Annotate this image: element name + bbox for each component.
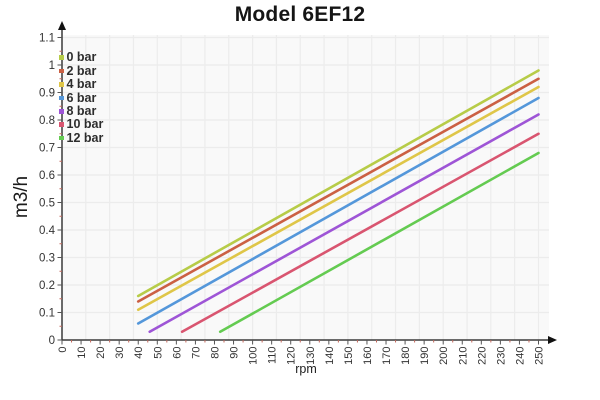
- x-tick-label: 40: [133, 347, 145, 359]
- series-line-2-bar: [136, 77, 540, 303]
- legend-swatch-icon: [59, 82, 64, 87]
- x-tick-label: 140: [324, 347, 336, 365]
- x-tick-label: 20: [95, 347, 107, 359]
- x-tick-label: 90: [229, 347, 241, 359]
- x-axis-title: rpm: [295, 362, 317, 376]
- y-axis-arrow-icon: [58, 21, 66, 30]
- legend-label: 6 bar: [66, 90, 97, 105]
- legend-swatch-icon: [59, 95, 64, 101]
- y-tick-label: 0.8: [39, 115, 55, 127]
- x-tick-label: 170: [381, 347, 393, 365]
- series-line-12-bar: [218, 151, 540, 334]
- x-tick-label: 120: [286, 347, 298, 365]
- legend-item: 6 bar: [59, 91, 103, 104]
- x-tick-label: 70: [190, 347, 202, 359]
- plot-area: [62, 35, 549, 340]
- chart-title: Model 6EF12: [234, 3, 366, 26]
- legend-item: 12 bar: [59, 131, 103, 144]
- x-tick-label: 210: [457, 347, 469, 365]
- y-tick-label: 0.4: [39, 225, 56, 237]
- x-tick-label: 180: [400, 347, 412, 365]
- x-tick-label: 150: [343, 347, 355, 365]
- x-tick-label: 110: [267, 347, 279, 365]
- series-line-10-bar: [180, 132, 540, 334]
- x-tick-label: 60: [171, 347, 183, 359]
- y-axis-title: m3/h: [11, 175, 32, 219]
- legend-item: 8 bar: [59, 105, 103, 118]
- y-tick-label: 0.9: [39, 88, 55, 100]
- y-tick-label: 1: [49, 60, 55, 72]
- x-tick-label: 190: [419, 347, 431, 365]
- x-tick-label: 130: [305, 347, 317, 365]
- x-tick-label: 100: [248, 347, 260, 365]
- x-tick-label: 220: [476, 347, 488, 365]
- y-tick-label: 0.7: [39, 143, 55, 155]
- legend-item: 10 bar: [59, 118, 103, 131]
- legend-swatch-icon: [59, 122, 64, 127]
- legend-swatch-icon: [59, 109, 64, 114]
- legend-label: 0 bar: [66, 50, 97, 65]
- x-tick-label: 240: [514, 347, 526, 365]
- legend-label: 4 bar: [66, 77, 97, 92]
- series-line-8-bar: [148, 113, 540, 334]
- y-tick-label: 1.1: [39, 33, 55, 45]
- series-line-0-bar: [136, 69, 540, 298]
- legend: 0 bar 2 bar 4 bar 6 bar 8 bar 10 bar 12 bar: [59, 51, 103, 145]
- x-tick-label: 230: [495, 347, 507, 365]
- y-tick-label: 0.5: [39, 198, 55, 210]
- x-tick-label: 80: [209, 347, 221, 359]
- x-tick-label: 50: [152, 347, 164, 359]
- y-tick-label: 0.2: [39, 280, 55, 292]
- legend-item: 4 bar: [59, 78, 103, 91]
- x-tick-label: 30: [114, 347, 126, 359]
- legend-swatch-icon: [59, 135, 64, 141]
- x-tick-label: 250: [534, 347, 546, 365]
- y-tick-label: 0.6: [39, 170, 55, 182]
- y-tick-label: 0.1: [39, 308, 55, 320]
- legend-item: 0 bar: [59, 51, 103, 64]
- series-line-6-bar: [136, 96, 540, 325]
- legend-label: 12 bar: [66, 130, 104, 145]
- legend-label: 8 bar: [66, 104, 97, 118]
- legend-swatch-icon: [59, 55, 64, 60]
- legend-label: 10 bar: [66, 117, 104, 132]
- x-tick-label: 200: [438, 347, 450, 365]
- x-axis-arrow-icon: [548, 336, 557, 344]
- y-tick-label: 0.3: [39, 253, 55, 265]
- x-tick-label: 160: [362, 347, 374, 365]
- legend-swatch-icon: [59, 68, 64, 74]
- legend-label: 2 bar: [66, 63, 97, 78]
- series-line-4-bar: [136, 85, 540, 312]
- x-tick-label: 0: [57, 347, 69, 353]
- legend-item: 2 bar: [59, 64, 103, 77]
- y-tick-label: 0: [49, 335, 55, 347]
- x-tick-label: 10: [76, 347, 88, 359]
